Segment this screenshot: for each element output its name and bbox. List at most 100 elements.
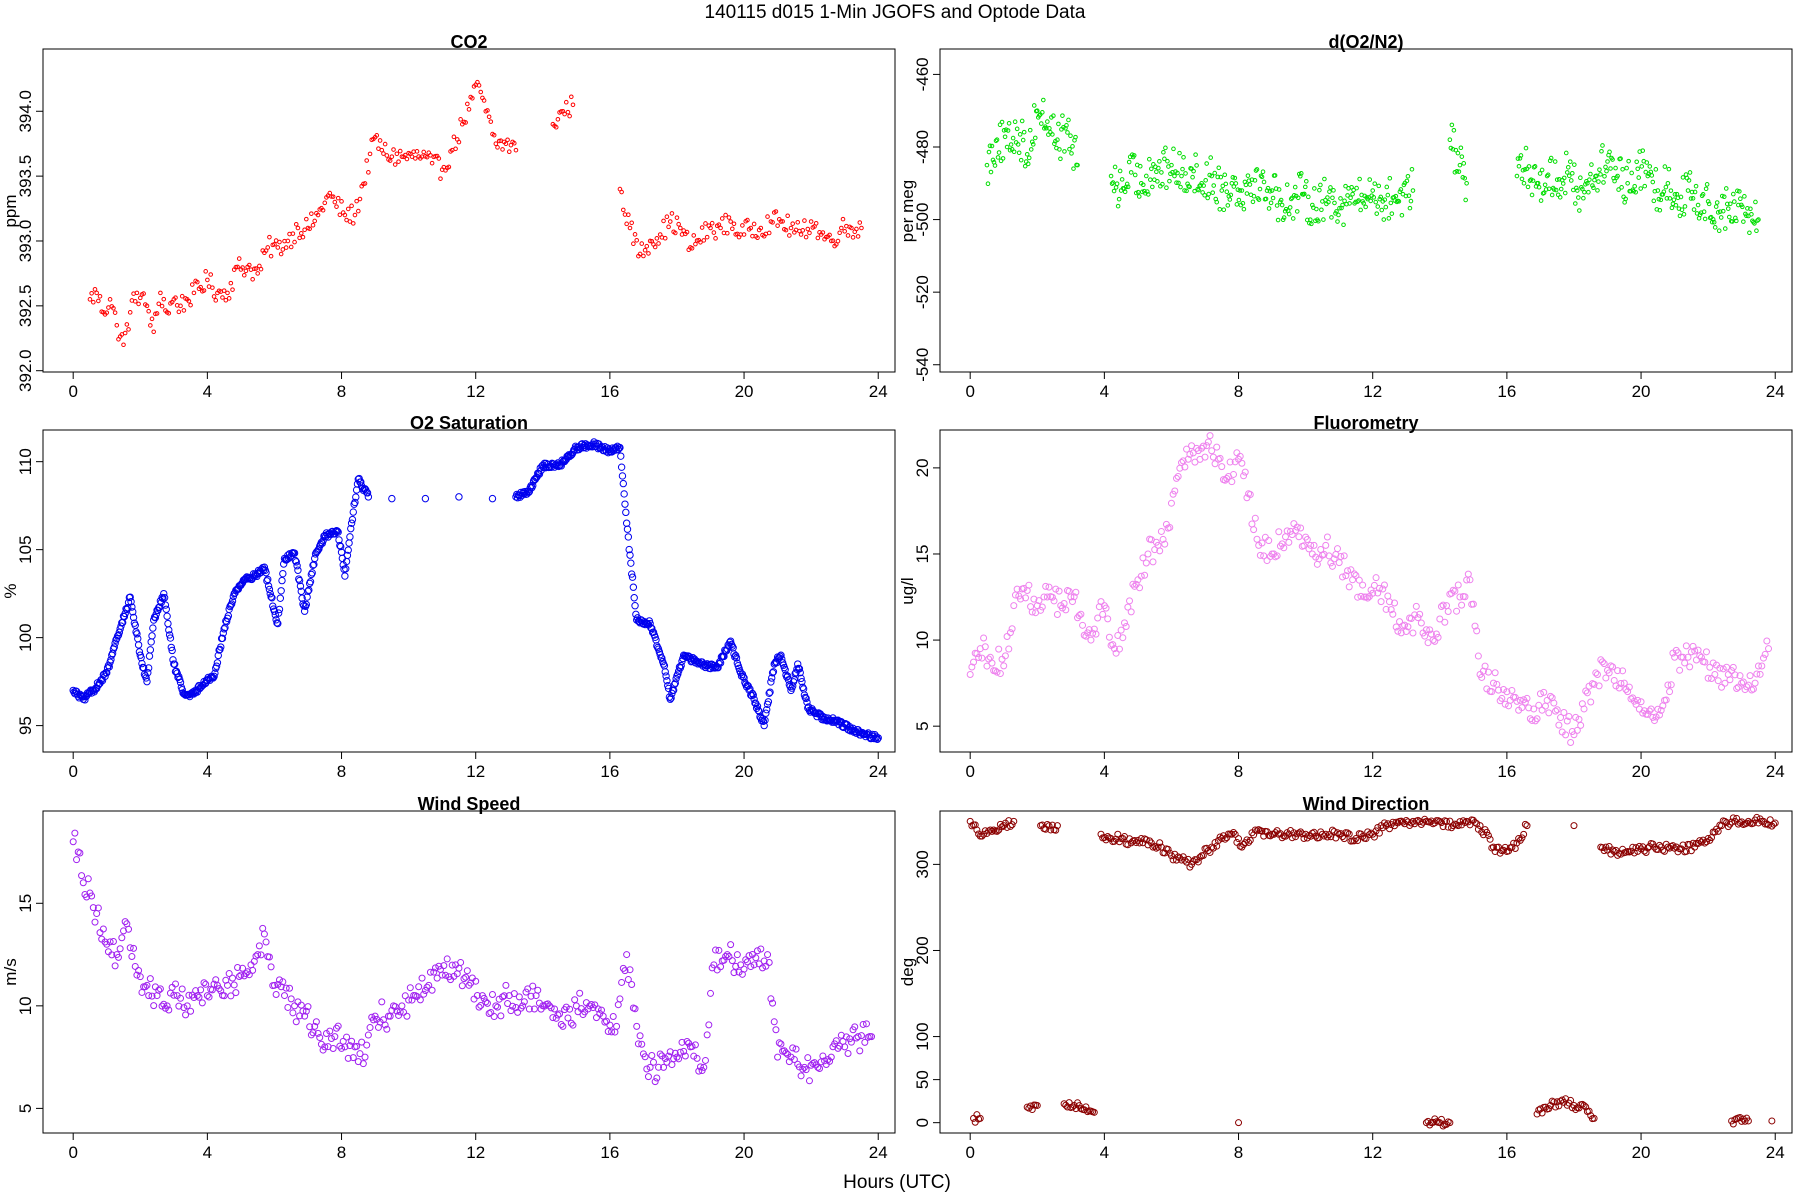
do2n2-data-point [1626,158,1631,164]
o2sat-data-point [263,577,271,585]
fluor-data-point [1231,458,1239,466]
fluor-data-point [973,650,981,658]
do2n2-data-point [1005,128,1011,133]
o2sat-data-point [488,494,497,503]
wdir-data-point [1027,1102,1035,1110]
co2-data-point [394,151,400,157]
co2-data-point [652,244,658,250]
fluor-data-point [1734,683,1742,691]
o2sat-data-point [133,630,141,638]
fluor-data-point [1104,615,1112,623]
fluor-data-point [1112,649,1120,657]
fluor-data-point [1001,652,1009,660]
fluor-data-point [1230,470,1238,478]
fluor-data-point [1491,669,1499,677]
wspd-data-point [819,1052,827,1060]
wspd-data-point [405,996,413,1004]
wspd-data-point [695,1067,703,1075]
do2n2-data-point [1601,180,1606,185]
co2-data-point [392,162,398,167]
fluor-data-point [1691,647,1699,655]
do2n2-data-point [1451,128,1457,133]
o2sat-data-point [131,621,139,629]
co2-data-point [741,232,747,237]
do2n2-data-point [1185,181,1190,187]
wdir-data-point [1555,1102,1563,1110]
do2n2-data-point [1015,142,1021,147]
wspd-data-point [281,992,289,1000]
wspd-data-point [277,983,285,991]
do2n2-data-point [1281,215,1287,220]
wdir-data-point [1231,830,1239,838]
wspd-data-point [782,1049,790,1057]
o2sat-data-point [304,587,312,595]
do2n2-data-point [1154,169,1159,175]
do2n2-data-point [1377,196,1383,202]
wdir-data-point [1604,846,1612,854]
wspd-data-point [398,1002,406,1010]
wspd-data-point [292,1018,300,1026]
wspd-data-point [774,1053,782,1061]
do2n2-data-point [1455,150,1461,156]
fluor-data-point [1535,701,1543,709]
wspd-data-point [494,1003,502,1011]
fluor-data-point [1189,449,1197,457]
co2-data-point [137,295,143,301]
do2n2-data-point [1132,172,1138,178]
wdir-data-point [1385,825,1393,833]
wspd-data-point [651,1078,659,1086]
wspd-data-point [245,971,253,979]
co2-data-point [112,310,118,315]
co2-data-point [724,230,730,236]
wspd-data-point [862,1020,870,1028]
o2sat-data-point [781,666,789,674]
co2-data-point [149,316,155,322]
fluor-data-point [1172,474,1180,482]
o2sat-data-point [336,542,345,551]
o2sat-data-point [129,608,137,616]
co2-data-point [314,210,319,216]
fluor-data-point [1422,626,1430,634]
do2n2-data-point [1198,183,1203,188]
fluor-data-point [1305,545,1313,553]
o2sat-data-point [162,605,170,613]
do2n2-data-point [1047,126,1052,131]
wspd-data-point [821,1057,829,1065]
do2n2-data-point [1515,156,1521,161]
do2n2-data-point [1748,206,1753,212]
co2-data-point [176,309,182,315]
fluor-data-point [988,659,996,667]
do2n2-data-point [1663,184,1669,190]
fluor-data-point [1089,629,1097,637]
do2n2-data-point [1685,188,1691,193]
fluor-data-point [1444,607,1452,615]
wspd-data-point [644,1073,652,1081]
wdir-data-point [1152,844,1160,852]
do2n2-data-point [1716,228,1722,233]
co2-data-point [745,217,750,223]
co2-data-point [456,139,462,145]
do2n2-data-point [1266,206,1272,211]
wspd-data-point [460,975,468,983]
do2n2-data-point [1261,179,1267,185]
do2n2-data-point [1570,187,1576,193]
do2n2-data-point [1602,173,1607,179]
fluor-data-point [1072,588,1080,596]
do2n2-data-point [1343,183,1348,189]
co2-data-point [698,240,703,245]
fluor-data-point [1350,570,1358,578]
wspd-data-point [802,1066,810,1074]
do2n2-data-point [1596,179,1601,184]
o2sat-y-tick-label: 110 [16,448,35,475]
wspd-data-point [470,995,478,1003]
do2n2-data-point [1564,170,1570,175]
fluor-data-point [1552,707,1560,715]
fluor-data-point [1178,459,1186,467]
wspd-data-point [653,1074,661,1082]
fluor-data-point [1453,607,1461,615]
fluor-data-point [1714,677,1722,685]
do2n2-data-point [1161,149,1166,155]
do2n2-data-point [1393,193,1399,199]
do2n2-data-point [1290,216,1296,221]
fluor-x-tick-label: 16 [1497,762,1516,781]
